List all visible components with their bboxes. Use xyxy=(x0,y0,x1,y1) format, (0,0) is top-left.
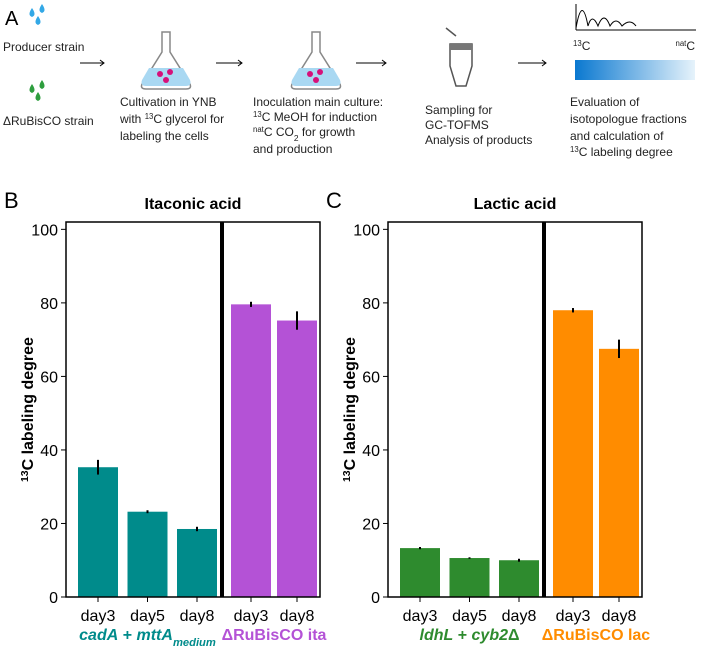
step-text: labeling the cells xyxy=(120,129,209,143)
x-tick-label: day3 xyxy=(556,608,591,625)
text-part: cyb2 xyxy=(472,627,509,644)
y-tick-label: 40 xyxy=(362,443,380,460)
text-part: C CO xyxy=(264,125,294,139)
subscript: 2 xyxy=(294,133,299,143)
x-tick-label: day3 xyxy=(403,608,438,625)
text-part: ldhL xyxy=(420,627,454,644)
step-text: and calculation of xyxy=(570,129,664,143)
x-tick-label: day3 xyxy=(81,608,116,625)
bar xyxy=(499,560,539,597)
x-tick-label: day8 xyxy=(180,608,215,625)
y-tick-label: 80 xyxy=(362,296,380,313)
text-part: C xyxy=(686,39,695,53)
bar xyxy=(449,558,490,597)
plot-frame xyxy=(65,221,321,598)
bar xyxy=(553,310,593,597)
step-text: isotopologue fractions xyxy=(570,112,687,126)
superscript: 13 xyxy=(20,470,31,482)
text-part: C labeling degree xyxy=(579,145,673,159)
subscript: medium xyxy=(173,637,216,649)
step-text: Sampling for xyxy=(425,103,492,117)
y-tick-label: 100 xyxy=(31,222,58,239)
bar xyxy=(231,304,271,597)
bar xyxy=(277,320,317,597)
bar xyxy=(78,467,118,597)
strain-label: Producer strain xyxy=(3,40,84,54)
bar xyxy=(599,348,639,597)
y-tick-label: 60 xyxy=(362,369,380,386)
step-text: Cultivation in YNB xyxy=(120,95,217,109)
bar xyxy=(400,548,440,597)
y-tick-label: 0 xyxy=(371,590,380,607)
step-text: Evaluation of xyxy=(570,95,640,109)
x-tick-label: day8 xyxy=(502,608,537,625)
step-text: Inoculation main culture: xyxy=(253,95,383,109)
superscript: nat xyxy=(253,125,265,134)
text-part: + xyxy=(453,627,471,644)
x-tick-label: day8 xyxy=(280,608,315,625)
text-part: for growth xyxy=(299,125,356,139)
bar xyxy=(127,511,168,597)
strain-label: ΔRuBisCO strain xyxy=(3,114,94,128)
text-part: mttA xyxy=(137,627,173,644)
text-part: C labeling degree xyxy=(20,337,37,470)
y-tick-label: 80 xyxy=(40,296,58,313)
superscript: nat xyxy=(675,39,687,48)
step-text: with 13C glycerol for xyxy=(119,112,224,127)
text-part: Δ xyxy=(508,627,520,644)
text-part: C MeOH for induction xyxy=(262,110,377,124)
panel-label: B xyxy=(4,188,19,213)
step-text: 13C MeOH for induction xyxy=(253,110,377,125)
step-text: Analysis of products xyxy=(425,133,532,147)
step-text: GC-TOFMS xyxy=(425,118,489,132)
step-text: natC CO2 for growth xyxy=(253,125,355,144)
group-label: cadA + mttAmedium xyxy=(79,627,216,649)
step-text: 13C labeling degree xyxy=(570,145,673,160)
step-text: and production xyxy=(253,142,332,156)
y-axis-label: 13C labeling degree xyxy=(342,337,360,482)
text-part: ΔRuBisCO lac xyxy=(542,627,651,644)
chart-title: Itaconic acid xyxy=(145,196,242,213)
text-part: C labeling degree xyxy=(342,337,359,470)
gradient-label: 13C xyxy=(573,39,591,54)
text-part: C xyxy=(582,39,591,53)
text-part: C glycerol for xyxy=(153,112,224,126)
x-tick-label: day5 xyxy=(452,608,487,625)
text-part: + xyxy=(118,627,136,644)
chart-title: Lactic acid xyxy=(474,196,557,213)
x-tick-label: day3 xyxy=(234,608,269,625)
superscript: 13 xyxy=(342,470,353,482)
superscript: 13 xyxy=(145,112,154,121)
group-label: ΔRuBisCO ita xyxy=(222,627,327,644)
y-tick-label: 100 xyxy=(353,222,380,239)
superscript: 13 xyxy=(573,39,582,48)
x-tick-label: day5 xyxy=(130,608,165,625)
plot-frame xyxy=(387,221,643,598)
bar xyxy=(177,528,217,597)
text-part: with xyxy=(119,112,145,126)
y-tick-label: 20 xyxy=(362,516,380,533)
text-part: cadA xyxy=(79,627,118,644)
y-tick-label: 40 xyxy=(40,443,58,460)
y-tick-label: 0 xyxy=(49,590,58,607)
y-axis-label: 13C labeling degree xyxy=(20,337,38,482)
text-part: ΔRuBisCO ita xyxy=(222,627,327,644)
panel-label: A xyxy=(5,8,19,30)
gradient-label: natC xyxy=(675,39,695,54)
y-tick-label: 60 xyxy=(40,369,58,386)
icons xyxy=(29,4,696,101)
superscript: 13 xyxy=(253,110,262,119)
superscript: 13 xyxy=(570,145,579,154)
panel-label: C xyxy=(326,188,342,213)
y-tick-label: 20 xyxy=(40,516,58,533)
x-tick-label: day8 xyxy=(602,608,637,625)
group-label: ldhL + cyb2Δ xyxy=(420,627,520,644)
group-label: ΔRuBisCO lac xyxy=(542,627,651,644)
